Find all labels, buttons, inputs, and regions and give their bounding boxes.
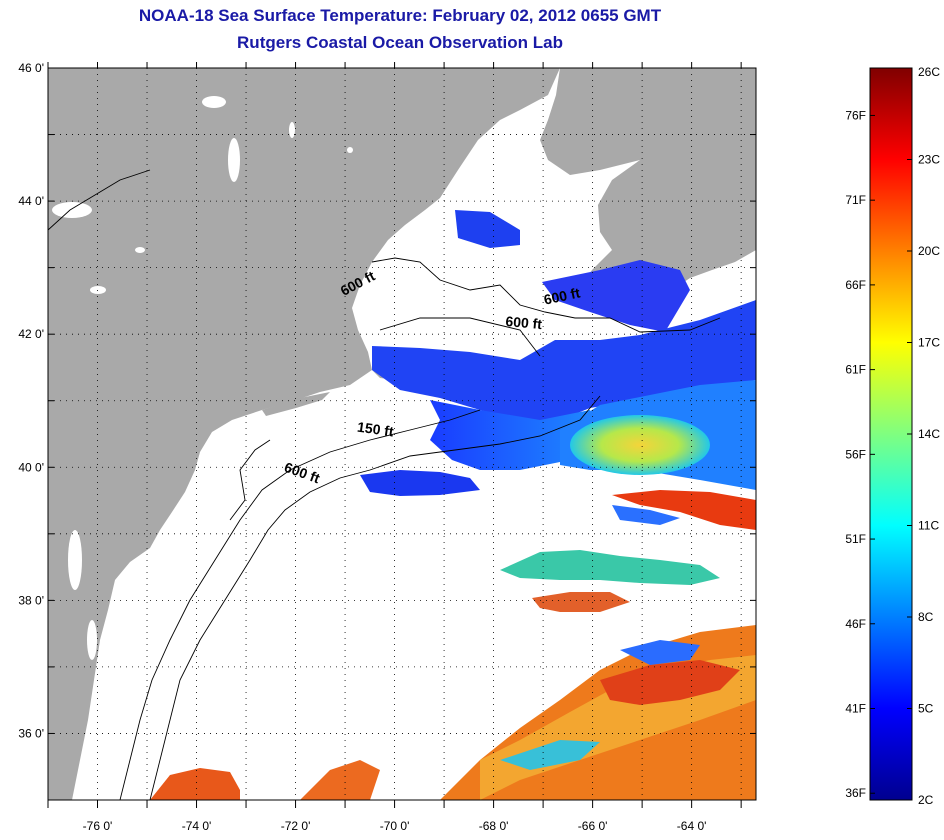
sst-data (150, 210, 756, 800)
axis-ticks (47, 62, 756, 808)
colorbar-celsius-label: 17C (918, 336, 940, 350)
colorbar-fahrenheit-label: 46F (845, 617, 866, 631)
lon-tick-label: -66 0' (578, 819, 608, 833)
contour-label: 600 ft (505, 313, 543, 332)
lon-tick-label: -74 0' (182, 819, 212, 833)
lat-tick-label: 40 0' (18, 460, 44, 474)
colorbar-celsius-label: 14C (918, 427, 940, 441)
graticule (48, 68, 756, 800)
colorbar-celsius-label: 8C (918, 610, 934, 624)
contour-label: 600 ft (542, 284, 581, 307)
map-subtitle: Rutgers Coastal Ocean Observation Lab (237, 33, 563, 52)
colorbar-celsius-label: 26C (918, 65, 940, 79)
lon-tick-label: -70 0' (380, 819, 410, 833)
colorbar-celsius-labels: 26C 23C 20C 17C 14C 11C 8C 5C 2C (918, 65, 940, 807)
lat-tick-label: 38 0' (18, 593, 44, 607)
colorbar-fahrenheit-label: 71F (845, 193, 866, 207)
longitude-labels: -76 0' -74 0' -72 0' -70 0' -68 0' -66 0' -64 … (83, 819, 707, 833)
colorbar-fahrenheit-label: 56F (845, 447, 866, 461)
latitude-labels: 46 0' 44 0' 42 0' 40 0' 38 0' 36 0' (18, 61, 44, 740)
colorbar (869, 67, 913, 801)
lat-tick-label: 42 0' (18, 327, 44, 341)
lon-tick-label: -72 0' (281, 819, 311, 833)
colorbar-celsius-label: 23C (918, 153, 940, 167)
colorbar-fahrenheit-label: 51F (845, 532, 866, 546)
lat-tick-label: 44 0' (18, 194, 44, 208)
lon-tick-label: -76 0' (83, 819, 113, 833)
colorbar-fahrenheit-label: 76F (845, 108, 866, 122)
colorbar-fahrenheit-label: 66F (845, 278, 866, 292)
land-us-northeast (48, 68, 560, 800)
bathymetry-contours (48, 169, 721, 800)
colorbar-fahrenheit-label: 61F (845, 363, 866, 377)
colorbar-fahrenheit-label: 36F (845, 786, 866, 800)
map-title: NOAA-18 Sea Surface Temperature: Februar… (138, 6, 662, 25)
lat-tick-label: 46 0' (18, 61, 44, 75)
lat-tick-label: 36 0' (18, 726, 44, 740)
colorbar-celsius-label: 11C (918, 519, 939, 533)
map-area (48, 68, 756, 800)
map-frame (47, 67, 757, 801)
colorbar-ticks (870, 67, 912, 801)
lon-tick-label: -68 0' (479, 819, 509, 833)
colorbar-fahrenheit-labels: 76F 71F 66F 61F 56F 51F 46F 41F 36F (845, 108, 866, 800)
colorbar-celsius-label: 20C (918, 244, 940, 258)
lakes (52, 96, 353, 660)
lon-tick-label: -64 0' (677, 819, 707, 833)
contour-label: 150 ft (356, 419, 395, 440)
colorbar-fahrenheit-label: 41F (845, 702, 866, 716)
colorbar-celsius-label: 2C (918, 793, 934, 807)
land-long-island (262, 392, 330, 416)
colorbar-celsius-label: 5C (918, 702, 934, 716)
land-maritimes (540, 68, 756, 306)
